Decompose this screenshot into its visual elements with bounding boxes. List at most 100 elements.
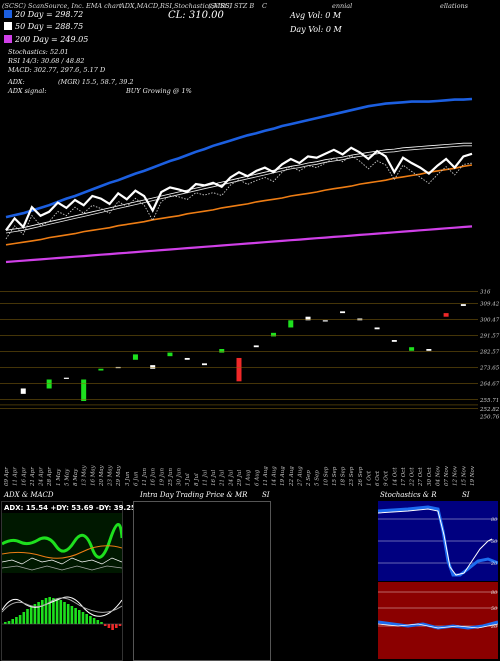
x-tick-label: 15 Sep — [332, 466, 338, 486]
stoch-label-20: 20 — [490, 561, 498, 567]
macd-bar — [111, 624, 114, 630]
macd-bar — [66, 604, 70, 624]
x-tick-label: 6 Oct — [375, 470, 381, 486]
candle — [374, 327, 380, 330]
rsi-line — [378, 620, 498, 630]
x-tick-label: 12 Nov — [453, 465, 459, 486]
x-tick-label: 2 Sep — [306, 470, 312, 487]
chart-header-indicators: ADX,MACD,RSI,Stochastics,MRSI — [120, 2, 233, 10]
x-tick-label: 24 Apr — [39, 467, 45, 487]
macd-bar — [92, 618, 96, 624]
x-tick-label: 1 May — [56, 468, 62, 486]
ema200-label: 200 Day = 249.05 — [15, 35, 89, 44]
x-tick-label: 27 Aug — [297, 466, 303, 487]
adx-signal-label: ADX signal: — [8, 87, 47, 95]
x-tick-label: 25 Jun — [168, 468, 174, 487]
y-tick-label: 250.76 — [479, 415, 500, 421]
x-tick-label: 11 Aug — [263, 466, 269, 486]
ema20-label: 20 Day = 298.72 — [15, 10, 84, 19]
chart-header-corr: ennial — [332, 2, 353, 10]
x-tick-label: 29 Jul — [237, 470, 243, 487]
ema50-line-inner — [5, 142, 472, 231]
x-tick-label: 26 Sep — [358, 466, 364, 487]
dy-line — [2, 545, 122, 559]
x-tick-label: 07 Nov — [444, 465, 450, 486]
candle — [98, 368, 104, 371]
macd-bar — [115, 624, 118, 628]
macd-bar — [18, 615, 22, 624]
macd-bar — [89, 616, 92, 624]
x-tick-label: 14 Oct — [392, 467, 398, 486]
candle — [460, 304, 466, 306]
rsi-signal-line — [378, 623, 498, 629]
x-tick-label: 5 May — [64, 468, 70, 486]
stochastics-chart: 80 50 20 — [378, 505, 498, 577]
x-tick-label: 3 Jun — [125, 471, 131, 486]
candle-area — [20, 304, 466, 402]
x-tick-label: 11 Jun — [142, 468, 148, 486]
x-tick-label: 16 Jun — [151, 468, 157, 486]
macd-readout: MACD: 302.77, 297.6, 5.17 D — [8, 66, 106, 74]
y-tick-label: 300.47 — [480, 317, 500, 323]
macd-bar — [52, 598, 55, 624]
y-tick-label: 273.65 — [479, 366, 500, 372]
chart-header-far-right: C — [262, 2, 267, 10]
macd-line-1 — [2, 557, 122, 565]
x-tick-label: 09 Apr — [4, 467, 10, 486]
stoch-rsi-title: Stochastics & R — [380, 491, 437, 499]
candle — [167, 352, 173, 357]
stochastics-readout: Stochastics: 52.01 — [8, 48, 69, 56]
macd-bar — [59, 600, 63, 624]
x-tick-label: 19 Nov — [470, 465, 476, 486]
candle — [305, 316, 311, 321]
x-tick-label: 30 Oct — [427, 467, 433, 486]
y-tick-label: 252.82 — [479, 407, 500, 413]
intraday-title-suffix: SI — [262, 491, 270, 499]
main-chart: 316 309.42 300.47 291.57 282.57 273.65 264.67 2… — [0, 97, 500, 487]
ema50-line-outer — [5, 145, 472, 234]
close-price-line — [5, 146, 473, 231]
x-tick-label: 8 Jul — [194, 473, 200, 486]
x-tick-label: 14 Aug — [272, 466, 278, 486]
x-tick-label: 21 Jul — [220, 470, 226, 487]
rsi-label-20: 20 — [490, 624, 498, 630]
y-tick-label: 316 — [480, 290, 491, 296]
candle — [63, 377, 69, 379]
macd-bar — [118, 624, 122, 626]
x-tick-label: 23 May — [108, 464, 114, 487]
y-tick-label: 309.42 — [480, 301, 500, 307]
macd-bar — [37, 602, 40, 624]
candle — [443, 313, 449, 317]
x-tick-label: 8 May — [73, 468, 79, 486]
macd-bar — [26, 609, 29, 624]
x-tick-label: 27 Oct — [418, 467, 424, 487]
x-tick-label: 24 Jul — [228, 470, 234, 487]
candle — [219, 349, 225, 353]
adx-readout: ADX: 15.54 +DY: 53.69 -DY: 39.25 — [4, 504, 136, 512]
rsi-label-80: 80 — [491, 590, 498, 596]
candle — [150, 365, 156, 369]
legend-ema200: 200 Day = 249.05 — [4, 35, 88, 44]
ema20-line — [5, 97, 473, 219]
intraday-panel — [133, 501, 271, 661]
adx-macd-title: ADX & MACD — [4, 491, 54, 499]
candle — [201, 363, 207, 366]
ema200-line — [5, 225, 473, 264]
macd-bar — [33, 604, 37, 624]
price-dotted-line — [5, 154, 473, 240]
x-tick-label: 23 Sep — [349, 466, 355, 487]
rsi-label-50: 50 — [491, 606, 498, 612]
stoch-rsi-title-suffix: SI — [462, 491, 470, 499]
macd-bar — [29, 606, 33, 624]
adx-chart — [2, 513, 122, 630]
macd-bar — [85, 614, 88, 624]
macd-bar — [55, 599, 59, 624]
x-tick-label: 16 May — [90, 464, 96, 486]
macd-bar — [11, 619, 14, 624]
candle — [46, 379, 52, 389]
stoch-d-line — [378, 508, 493, 576]
x-tick-label: 11 Jul — [202, 470, 208, 486]
x-tick-label: 16 Apr — [21, 467, 27, 486]
stochastics-panel: 80 50 20 — [378, 501, 498, 581]
x-tick-label: 16 Jul — [211, 470, 217, 486]
